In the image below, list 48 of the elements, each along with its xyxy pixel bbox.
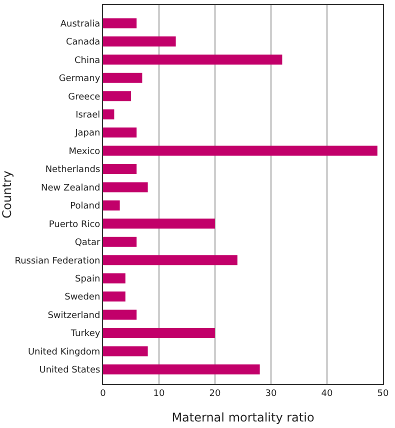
bar (103, 128, 137, 138)
x-axis-title: Maternal mortality ratio (172, 410, 314, 425)
bar (103, 18, 137, 28)
bar (103, 109, 114, 120)
y-tick-label: Russian Federation (14, 256, 100, 266)
x-tick-label: 50 (377, 388, 389, 399)
y-tick-label: Sweden (64, 292, 100, 303)
y-tick-label: Turkey (70, 329, 101, 340)
bar (103, 328, 215, 338)
bar (103, 292, 126, 302)
y-tick-label: Germany (58, 74, 101, 84)
y-tick-label: Puerto Rico (48, 220, 101, 230)
bar (103, 236, 137, 247)
y-tick-label: China (74, 56, 100, 66)
bar (103, 273, 126, 284)
y-tick-label: Mexico (68, 146, 101, 157)
y-tick-label: New Zealand (41, 183, 100, 194)
bar (103, 164, 137, 174)
y-tick-label: Poland (70, 202, 100, 212)
x-tick-label: 30 (265, 388, 277, 399)
x-tick-label: 10 (153, 388, 165, 399)
bar (103, 91, 131, 102)
y-tick-label: Canada (66, 38, 100, 48)
y-tick-label: United Kingdom (28, 347, 100, 358)
bar (103, 146, 378, 156)
bar (103, 54, 282, 65)
bar (103, 346, 148, 356)
y-tick-label: Qatar (74, 238, 100, 248)
y-axis-title: Country (0, 170, 14, 218)
bar (103, 364, 260, 374)
y-tick-label: Japan (74, 128, 100, 139)
x-tick-label: 0 (100, 388, 106, 399)
x-tick-label: 40 (321, 388, 333, 399)
y-tick-label: Australia (60, 19, 100, 30)
bar (103, 310, 137, 320)
bar (103, 218, 215, 229)
bar (103, 255, 238, 266)
y-tick-label: Spain (75, 274, 100, 284)
y-tick-label: Israel (76, 110, 100, 120)
bar (103, 36, 176, 46)
y-tick-label: Greece (68, 92, 101, 102)
y-tick-label: United States (39, 366, 100, 376)
x-tick-label: 20 (209, 388, 221, 399)
y-tick-label: Netherlands (45, 165, 100, 176)
y-tick-label: Switzerland (48, 310, 100, 321)
bar (103, 200, 120, 210)
bar (103, 72, 142, 83)
bar (103, 182, 148, 192)
